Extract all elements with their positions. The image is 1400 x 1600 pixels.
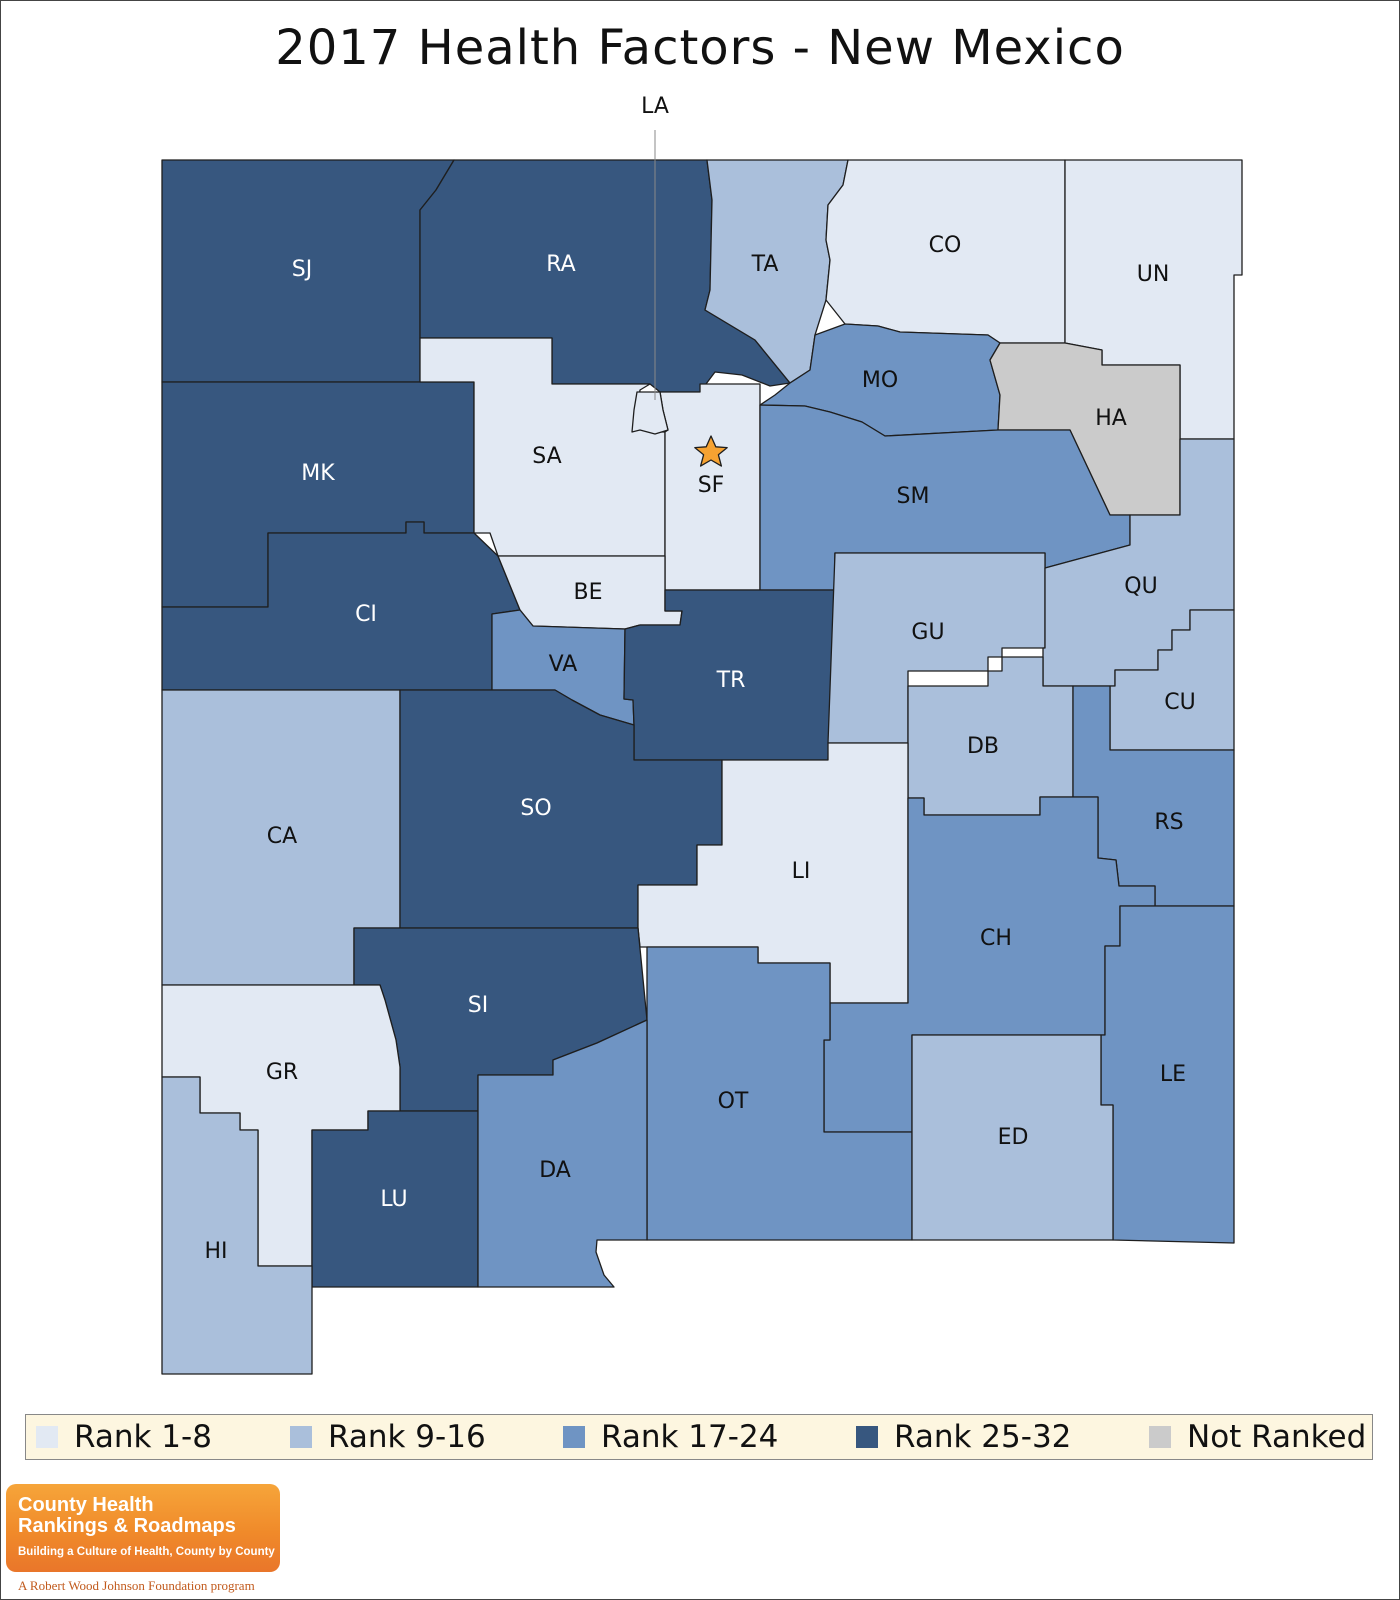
county-label-mk: MK — [301, 461, 335, 486]
logo-tagline: Building a Culture of Health, County by … — [18, 1546, 275, 1558]
county-ot — [646, 946, 913, 1241]
legend-item-rank-1-8: Rank 1-8 — [36, 1415, 212, 1459]
legend-swatch — [1149, 1426, 1171, 1448]
county-label-db: DB — [967, 734, 999, 759]
county-label-lu: LU — [380, 1187, 407, 1212]
county-label-ta: TA — [751, 252, 779, 277]
county-da — [477, 1019, 648, 1288]
legend-swatch — [290, 1426, 312, 1448]
county-label-ed: ED — [998, 1125, 1029, 1150]
county-label-ra: RA — [546, 252, 575, 277]
county-label-li: LI — [792, 859, 811, 884]
county-label-ot: OT — [718, 1089, 749, 1114]
capital-star-icon — [694, 435, 728, 467]
county-label-le: LE — [1160, 1062, 1186, 1087]
county-label-co: CO — [929, 233, 962, 258]
legend-item-not-ranked: Not Ranked — [1149, 1415, 1366, 1459]
legend-label: Rank 1-8 — [74, 1419, 212, 1455]
county-label-sf: SF — [698, 473, 725, 498]
county-label-sj: SJ — [292, 257, 312, 282]
legend-swatch — [36, 1426, 58, 1448]
county-label-ha: HA — [1095, 406, 1127, 431]
county-label-gr: GR — [266, 1060, 298, 1085]
legend-swatch — [856, 1426, 878, 1448]
county-label-gu: GU — [911, 620, 944, 645]
county-label-da: DA — [539, 1158, 571, 1183]
county-label-tr: TR — [716, 668, 746, 693]
county-label-un: UN — [1137, 262, 1170, 287]
county-label-sa: SA — [532, 444, 561, 469]
county-label-sm: SM — [897, 484, 930, 509]
county-label-ci: CI — [355, 602, 377, 627]
county-la — [631, 391, 669, 435]
logo-line1: County Health — [18, 1494, 154, 1516]
logo-sub: A Robert Wood Johnson Foundation program — [18, 1578, 255, 1593]
legend-item-rank-17-24: Rank 17-24 — [563, 1415, 778, 1459]
logo-line2: Rankings & Roadmaps — [18, 1515, 236, 1537]
county-label-la-callout: LA — [641, 94, 669, 119]
county-label-ch: CH — [980, 926, 1012, 951]
legend-item-rank-9-16: Rank 9-16 — [290, 1415, 486, 1459]
legend-label: Not Ranked — [1187, 1419, 1367, 1455]
county-label-ca: CA — [267, 824, 297, 849]
county-label-hi: HI — [204, 1239, 227, 1264]
county-label-cu: CU — [1164, 690, 1195, 715]
county-label-qu: QU — [1124, 574, 1157, 599]
legend-label: Rank 25-32 — [894, 1419, 1072, 1455]
legend-label: Rank 17-24 — [601, 1419, 779, 1455]
county-label-be: BE — [574, 580, 603, 605]
chrr-logo: County Health Rankings & Roadmaps Buildi… — [6, 1484, 280, 1572]
legend-swatch — [563, 1426, 585, 1448]
map-title: 2017 Health Factors - New Mexico — [275, 20, 1125, 76]
legend: Rank 1-8 Rank 9-16 Rank 17-24 Rank 25-32… — [25, 1414, 1373, 1460]
county-label-va: VA — [549, 652, 578, 677]
county-hi — [161, 1076, 313, 1375]
legend-item-rank-25-32: Rank 25-32 — [856, 1415, 1071, 1459]
county-ed — [911, 1034, 1114, 1241]
county-label-si: SI — [468, 993, 488, 1018]
county-lu — [311, 1110, 479, 1288]
county-label-mo: MO — [862, 368, 898, 393]
county-label-rs: RS — [1154, 810, 1183, 835]
county-label-so: SO — [520, 796, 551, 821]
legend-label: Rank 9-16 — [328, 1419, 486, 1455]
